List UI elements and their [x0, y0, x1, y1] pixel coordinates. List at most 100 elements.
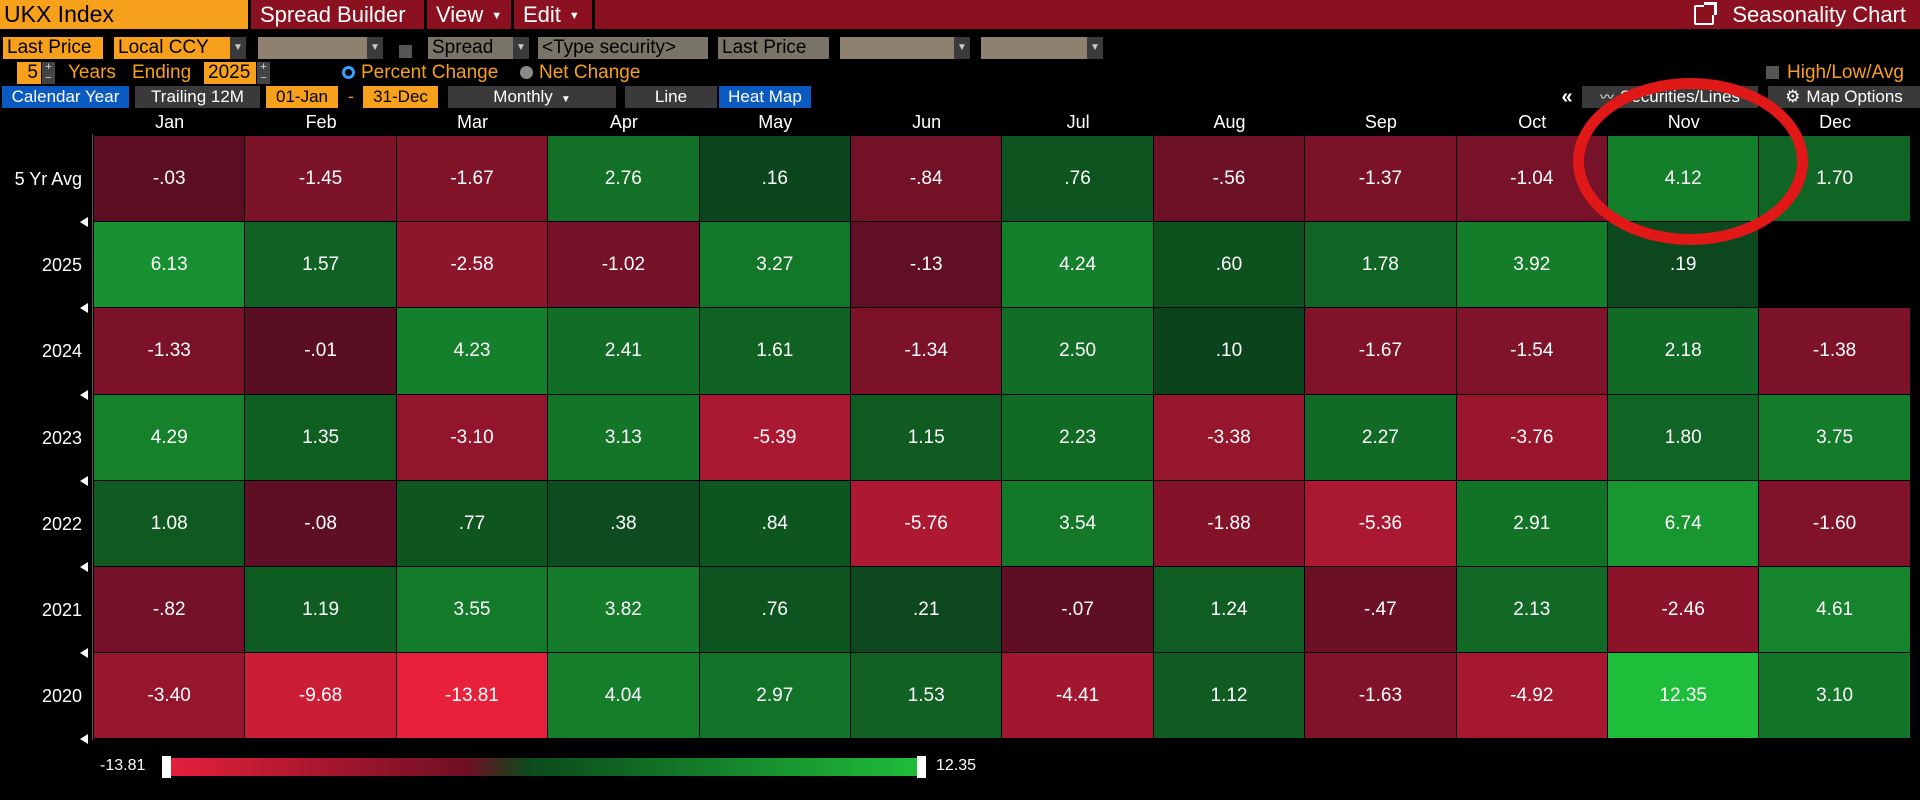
heatmap-cell[interactable]: 4.04 — [548, 653, 699, 739]
heatmap-cell[interactable]: 1.53 — [851, 653, 1002, 739]
heatmap-cell[interactable]: 3.13 — [548, 394, 699, 480]
heatmap-cell[interactable]: -5.39 — [699, 394, 850, 480]
heatmap-cell[interactable]: -.47 — [1305, 567, 1456, 653]
scale-max-handle[interactable] — [917, 756, 926, 778]
menu-spread-builder[interactable]: Spread Builder — [250, 0, 416, 29]
heatmap-cell[interactable]: 1.08 — [94, 480, 245, 566]
heatmap-cell[interactable]: 3.82 — [548, 567, 699, 653]
start-date-input[interactable]: 01-Jan — [266, 86, 338, 108]
heatmap-cell[interactable]: -1.67 — [1305, 308, 1456, 394]
heatmap-cell[interactable]: .16 — [699, 136, 850, 222]
heatmap-cell[interactable]: -.13 — [851, 222, 1002, 308]
heatmap-cell[interactable]: .38 — [548, 480, 699, 566]
heatmap-cell[interactable]: 1.57 — [245, 222, 396, 308]
empty-select-3[interactable]: ▼ — [981, 37, 1103, 59]
tab-calendar-year[interactable]: Calendar Year — [2, 86, 129, 108]
heatmap-cell[interactable]: 2.23 — [1002, 394, 1153, 480]
ending-year-stepper[interactable]: + − — [257, 62, 270, 84]
heatmap-cell[interactable]: -1.88 — [1153, 480, 1305, 566]
net-change-radio[interactable]: Net Change — [520, 62, 640, 84]
heatmap-cell[interactable]: 1.12 — [1153, 653, 1305, 739]
empty-select-2[interactable]: ▼ — [840, 37, 970, 59]
heatmap-cell[interactable]: -1.38 — [1759, 308, 1910, 394]
collapse-icon[interactable]: « — [1561, 86, 1573, 108]
period-select[interactable]: Monthly ▼ — [448, 86, 616, 108]
heatmap-cell[interactable]: .77 — [396, 480, 548, 566]
heatmap-cell[interactable]: -1.67 — [396, 136, 548, 222]
heatmap-cell[interactable]: .76 — [1002, 136, 1153, 222]
heatmap-cell[interactable]: 3.75 — [1759, 394, 1910, 480]
security-input[interactable]: <Type security> — [538, 37, 708, 59]
heatmap-cell[interactable]: -9.68 — [245, 653, 396, 739]
heatmap-cell[interactable]: -.01 — [245, 308, 396, 394]
heatmap-cell[interactable]: -4.41 — [1002, 653, 1153, 739]
heatmap-cell[interactable]: .10 — [1153, 308, 1305, 394]
heatmap-cell[interactable]: -5.36 — [1305, 480, 1456, 566]
heatmap-cell[interactable]: -3.40 — [94, 653, 245, 739]
heatmap-cell[interactable]: -1.37 — [1305, 136, 1456, 222]
heatmap-cell[interactable]: 1.35 — [245, 394, 396, 480]
heatmap-cell[interactable]: 4.29 — [94, 394, 245, 480]
heatmap-cell[interactable]: -4.92 — [1456, 653, 1607, 739]
heatmap-cell[interactable]: -1.33 — [94, 308, 245, 394]
heatmap-cell[interactable]: -13.81 — [396, 653, 548, 739]
security-ticker[interactable]: UKX Index — [0, 0, 248, 29]
heatmap-cell[interactable]: 1.24 — [1153, 567, 1305, 653]
heatmap-cell[interactable]: 4.24 — [1002, 222, 1153, 308]
heatmap-cell[interactable]: 1.61 — [699, 308, 850, 394]
heatmap-cell[interactable]: -1.45 — [245, 136, 396, 222]
heatmap-cell[interactable]: 4.61 — [1759, 567, 1910, 653]
heatmap-cell[interactable]: -.56 — [1153, 136, 1305, 222]
heatmap-cell[interactable]: 2.76 — [548, 136, 699, 222]
heatmap-cell[interactable]: 6.74 — [1608, 480, 1759, 566]
heatmap-cell[interactable]: .21 — [851, 567, 1002, 653]
heatmap-cell[interactable]: 2.41 — [548, 308, 699, 394]
high-low-avg-checkbox[interactable]: High/Low/Avg — [1766, 62, 1904, 84]
heatmap-cell[interactable]: -2.46 — [1608, 567, 1759, 653]
heatmap-cell[interactable]: 1.15 — [851, 394, 1002, 480]
tab-line[interactable]: Line — [625, 86, 717, 108]
heatmap-cell[interactable]: 2.18 — [1608, 308, 1759, 394]
percent-change-radio[interactable]: Percent Change — [342, 62, 498, 84]
heatmap-cell[interactable]: 2.27 — [1305, 394, 1456, 480]
heatmap-cell[interactable]: -.84 — [851, 136, 1002, 222]
heatmap-cell[interactable]: 3.92 — [1456, 222, 1607, 308]
heatmap-cell[interactable]: 3.10 — [1759, 653, 1910, 739]
tab-heat-map[interactable]: Heat Map — [719, 86, 811, 108]
end-date-input[interactable]: 31-Dec — [363, 86, 438, 108]
heatmap-cell[interactable]: -3.10 — [396, 394, 548, 480]
heatmap-cell[interactable]: -1.02 — [548, 222, 699, 308]
heatmap-cell[interactable]: 2.13 — [1456, 567, 1607, 653]
heatmap-cell[interactable]: 12.35 — [1608, 653, 1759, 739]
menu-edit[interactable]: Edit ▼ — [513, 0, 590, 29]
heatmap-cell[interactable]: -1.60 — [1759, 480, 1910, 566]
ending-year-input[interactable]: 2025 — [204, 62, 256, 84]
heatmap-cell[interactable]: 1.78 — [1305, 222, 1456, 308]
years-input[interactable]: 5 — [17, 62, 41, 84]
scale-min-handle[interactable] — [162, 756, 171, 778]
heatmap-cell[interactable]: -.82 — [94, 567, 245, 653]
heatmap-cell[interactable]: 6.13 — [94, 222, 245, 308]
heatmap-cell[interactable]: -1.63 — [1305, 653, 1456, 739]
tab-trailing-12m[interactable]: Trailing 12M — [135, 86, 260, 108]
heatmap-cell[interactable]: 1.80 — [1608, 394, 1759, 480]
heatmap-cell[interactable]: 2.91 — [1456, 480, 1607, 566]
heatmap-cell[interactable]: 2.50 — [1002, 308, 1153, 394]
heatmap-cell[interactable]: -1.34 — [851, 308, 1002, 394]
heatmap-cell[interactable]: -5.76 — [851, 480, 1002, 566]
spread-select[interactable]: Spread ▼ — [428, 37, 529, 59]
seasonality-chart-title[interactable]: Seasonality Chart — [1694, 0, 1906, 29]
currency-select[interactable]: Local CCY ▼ — [114, 37, 246, 59]
heatmap-cell[interactable]: -3.38 — [1153, 394, 1305, 480]
heatmap-cell[interactable]: 1.19 — [245, 567, 396, 653]
price-field-2-select[interactable]: Last Price — [718, 37, 829, 59]
heatmap-cell[interactable]: 4.23 — [396, 308, 548, 394]
years-stepper[interactable]: + − — [42, 62, 55, 84]
heatmap-cell[interactable]: -.08 — [245, 480, 396, 566]
heatmap-cell[interactable]: -2.58 — [396, 222, 548, 308]
price-field-select[interactable]: Last Price — [3, 37, 103, 59]
heatmap-cell[interactable]: 2.97 — [699, 653, 850, 739]
heatmap-cell[interactable]: 3.27 — [699, 222, 850, 308]
heatmap-cell[interactable]: .76 — [699, 567, 850, 653]
heatmap-cell[interactable]: -.03 — [94, 136, 245, 222]
